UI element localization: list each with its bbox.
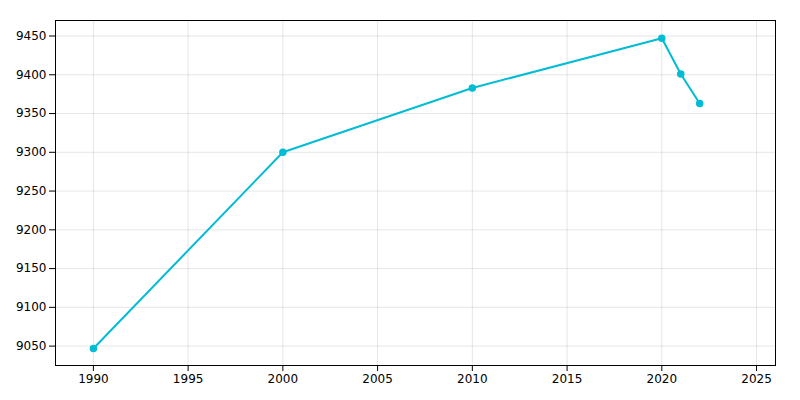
svg-text:9350: 9350	[16, 106, 47, 120]
svg-text:2015: 2015	[552, 372, 583, 386]
svg-text:2020: 2020	[647, 372, 678, 386]
svg-text:9200: 9200	[16, 223, 47, 237]
svg-text:9300: 9300	[16, 145, 47, 159]
svg-text:2010: 2010	[457, 372, 488, 386]
svg-text:2025: 2025	[741, 372, 772, 386]
svg-text:9100: 9100	[16, 300, 47, 314]
svg-text:1990: 1990	[78, 372, 109, 386]
svg-text:9150: 9150	[16, 261, 47, 275]
svg-text:9400: 9400	[16, 68, 47, 82]
svg-text:1995: 1995	[173, 372, 204, 386]
svg-text:9450: 9450	[16, 29, 47, 43]
svg-text:9250: 9250	[16, 184, 47, 198]
svg-text:2005: 2005	[362, 372, 393, 386]
svg-text:2000: 2000	[268, 372, 299, 386]
svg-text:9050: 9050	[16, 339, 47, 353]
